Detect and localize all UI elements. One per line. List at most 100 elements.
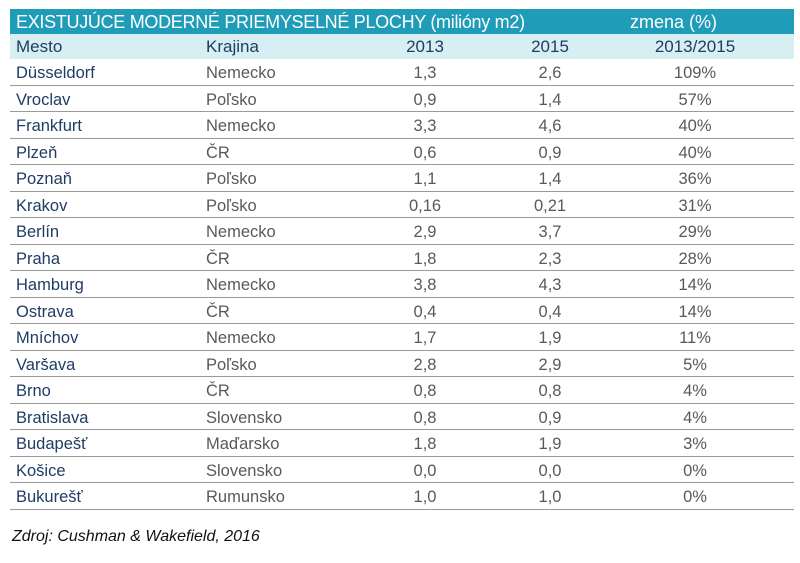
value-2013-cell: 1,8 — [413, 435, 437, 453]
city-cell: Bukurešť — [16, 488, 83, 506]
table-row: Düsseldorf Nemecko 1,3 2,6 109% — [10, 59, 794, 86]
country-cell: ČR — [206, 382, 230, 400]
change-cell: 0% — [683, 488, 707, 506]
value-2013-cell: 0,6 — [413, 143, 437, 162]
city-cell: Berlín — [16, 223, 60, 241]
city-cell: Košice — [16, 461, 66, 480]
value-2013-cell: 0,8 — [413, 382, 437, 400]
change-cell: 109% — [673, 64, 717, 82]
value-2013-cell: 0,4 — [413, 302, 437, 321]
value-2015-cell: 1,0 — [538, 488, 562, 506]
table-title-bar: EXISTUJÚCE MODERNÉ PRIEMYSELNÉ PLOCHY (m… — [10, 9, 794, 34]
change-cell: 4% — [683, 408, 707, 427]
change-cell: 36% — [678, 170, 712, 188]
country-cell: Poľsko — [206, 355, 257, 374]
value-2013-cell: 3,8 — [413, 276, 437, 294]
value-2015-cell: 0,21 — [533, 196, 567, 215]
value-2013-cell: 0,8 — [413, 408, 437, 427]
value-2015-cell: 0,9 — [538, 408, 562, 427]
value-2015-cell: 2,3 — [538, 249, 562, 268]
value-2015-cell: 0,0 — [538, 461, 562, 480]
country-cell: ČR — [206, 143, 230, 162]
value-2013-cell: 1,3 — [413, 64, 437, 82]
change-cell: 4% — [683, 382, 707, 400]
change-cell: 14% — [678, 276, 712, 294]
value-2015-cell: 0,8 — [538, 382, 562, 400]
value-2013-cell: 0,9 — [413, 90, 437, 109]
city-cell: Poznaň — [16, 170, 72, 188]
table-row: Poznaň Poľsko 1,1 1,4 36% — [10, 165, 794, 192]
source-note: Zdroj: Cushman & Wakefield, 2016 — [12, 528, 260, 545]
table-row: Budapešť Maďarsko 1,8 1,9 3% — [10, 430, 794, 457]
country-cell: Poľsko — [206, 196, 257, 215]
city-cell: Düsseldorf — [16, 64, 95, 82]
country-cell: Nemecko — [206, 64, 276, 82]
header-2013: 2013 — [406, 37, 444, 56]
city-cell: Budapešť — [16, 435, 88, 453]
country-cell: Poľsko — [206, 170, 257, 188]
header-change: 2013/2015 — [654, 37, 736, 56]
change-cell: 14% — [678, 302, 712, 321]
table-row: Varšava Poľsko 2,8 2,9 5% — [10, 351, 794, 377]
value-2013-cell: 0,0 — [413, 461, 437, 480]
country-cell: Poľsko — [206, 90, 257, 109]
city-cell: Ostrava — [16, 302, 74, 321]
table-row: Brno ČR 0,8 0,8 4% — [10, 377, 794, 404]
country-cell: Slovensko — [206, 461, 283, 480]
value-2015-cell: 1,4 — [538, 90, 562, 109]
city-cell: Krakov — [16, 196, 68, 215]
table-row: Bratislava Slovensko 0,8 0,9 4% — [10, 404, 794, 430]
change-cell: 28% — [678, 249, 712, 268]
table-row: Berlín Nemecko 2,9 3,7 29% — [10, 218, 794, 245]
value-2015-cell: 2,6 — [538, 64, 562, 82]
table-row: Košice Slovensko 0,0 0,0 0% — [10, 457, 794, 483]
value-2013-cell: 2,8 — [413, 355, 437, 374]
value-2013-cell: 2,9 — [413, 223, 437, 241]
change-cell: 40% — [678, 143, 712, 162]
value-2015-cell: 3,7 — [538, 223, 562, 241]
value-2015-cell: 0,4 — [538, 302, 562, 321]
city-cell: Praha — [16, 249, 61, 268]
change-cell: 57% — [678, 90, 712, 109]
table-row: Krakov Poľsko 0,16 0,21 31% — [10, 192, 794, 218]
value-2013-cell: 1,1 — [413, 170, 437, 188]
city-cell: Plzeň — [16, 143, 58, 162]
header-country: Krajina — [206, 37, 259, 56]
country-cell: Rumunsko — [206, 488, 285, 506]
country-cell: Nemecko — [206, 223, 276, 241]
country-cell: Nemecko — [206, 117, 276, 135]
table-row: Plzeň ČR 0,6 0,9 40% — [10, 139, 794, 165]
table-row: Bukurešť Rumunsko 1,0 1,0 0% — [10, 483, 794, 510]
value-2013-cell: 1,7 — [413, 329, 437, 347]
value-2015-cell: 1,9 — [538, 329, 562, 347]
table-row: Hamburg Nemecko 3,8 4,3 14% — [10, 271, 794, 298]
change-cell: 5% — [683, 355, 707, 374]
change-cell: 40% — [678, 117, 712, 135]
table-row: Mníchov Nemecko 1,7 1,9 11% — [10, 324, 794, 351]
table-row: Praha ČR 1,8 2,3 28% — [10, 245, 794, 271]
header-row: Mesto Krajina 2013 2015 2013/2015 — [10, 34, 794, 59]
value-2013-cell: 1,8 — [413, 249, 437, 268]
change-cell: 0% — [683, 461, 707, 480]
city-cell: Brno — [16, 382, 51, 400]
value-2015-cell: 1,9 — [538, 435, 562, 453]
city-cell: Mníchov — [16, 329, 79, 347]
value-2015-cell: 4,6 — [538, 117, 562, 135]
city-cell: Varšava — [16, 355, 76, 374]
city-cell: Hamburg — [16, 276, 84, 294]
change-cell: 3% — [683, 435, 707, 453]
city-cell: Vroclav — [16, 90, 71, 109]
country-cell: ČR — [206, 302, 230, 321]
table-body: Düsseldorf Nemecko 1,3 2,6 109% Vroclav Poľsko… — [10, 59, 794, 510]
header-2015: 2015 — [531, 37, 569, 56]
industrial-space-table: EXISTUJÚCE MODERNÉ PRIEMYSELNÉ PLOCHY (m… — [10, 9, 794, 510]
change-cell: 31% — [678, 196, 712, 215]
city-cell: Frankfurt — [16, 117, 83, 135]
header-city: Mesto — [16, 37, 63, 56]
table-row: Vroclav Poľsko 0,9 1,4 57% — [10, 86, 794, 112]
country-cell: ČR — [206, 249, 230, 268]
value-2015-cell: 0,9 — [538, 143, 562, 162]
city-cell: Bratislava — [16, 408, 89, 427]
table-row: Frankfurt Nemecko 3,3 4,6 40% — [10, 112, 794, 139]
change-cell: 11% — [679, 329, 711, 347]
